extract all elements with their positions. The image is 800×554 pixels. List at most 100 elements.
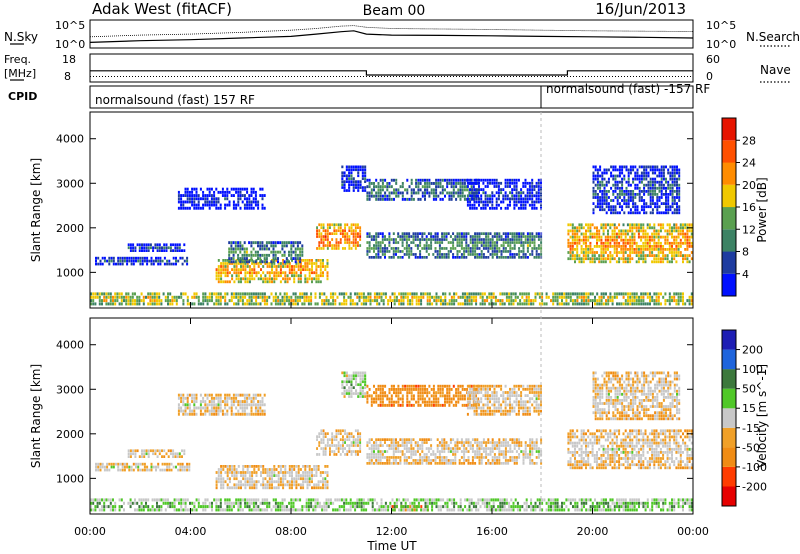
heatmap-cell bbox=[412, 191, 415, 195]
heatmap-cell bbox=[283, 250, 286, 254]
heatmap-cell bbox=[157, 462, 160, 466]
heatmap-cell bbox=[361, 177, 364, 180]
heatmap-cell bbox=[376, 302, 379, 306]
heatmap-cell bbox=[335, 453, 338, 456]
heatmap-cell bbox=[618, 190, 621, 193]
heatmap-cell bbox=[408, 197, 411, 201]
heatmap-cell bbox=[475, 295, 478, 299]
heatmap-cell bbox=[357, 186, 360, 189]
heatmap-cell bbox=[362, 299, 365, 303]
heatmap-cell bbox=[119, 468, 122, 472]
heatmap-cell bbox=[624, 232, 627, 236]
heatmap-cell bbox=[377, 447, 380, 450]
heatmap-cell bbox=[622, 260, 625, 264]
heatmap-cell bbox=[659, 257, 662, 261]
heatmap-cell bbox=[651, 226, 654, 230]
heatmap-cell bbox=[688, 295, 691, 299]
heatmap-cell bbox=[541, 299, 544, 303]
heatmap-cell bbox=[208, 400, 211, 403]
heatmap-cell bbox=[208, 403, 211, 407]
heatmap-cell bbox=[547, 295, 550, 299]
heatmap-cell bbox=[390, 185, 393, 189]
heatmap-cell bbox=[457, 188, 460, 192]
heatmap-cell bbox=[379, 178, 382, 182]
heatmap-cell bbox=[580, 302, 583, 306]
heatmap-cell bbox=[90, 299, 92, 303]
heatmap-cell bbox=[485, 244, 488, 247]
heatmap-cell bbox=[500, 238, 503, 241]
heatmap-cell bbox=[226, 409, 229, 413]
heatmap-cell bbox=[378, 302, 381, 306]
heatmap-cell bbox=[487, 247, 490, 250]
heatmap-cell bbox=[482, 244, 485, 247]
heatmap-cell bbox=[326, 483, 329, 487]
heatmap-cell bbox=[605, 292, 607, 296]
heatmap-cell bbox=[478, 178, 480, 182]
heatmap-cell bbox=[456, 438, 459, 441]
heatmap-cell bbox=[253, 483, 256, 487]
heatmap-cell bbox=[567, 302, 570, 306]
heatmap-cell bbox=[459, 191, 462, 195]
heatmap-cell bbox=[241, 253, 244, 257]
heatmap-cell bbox=[319, 474, 322, 477]
heatmap-cell bbox=[340, 292, 343, 296]
heatmap-cell bbox=[344, 429, 346, 433]
heatmap-cell bbox=[175, 465, 177, 469]
heatmap-cell bbox=[656, 193, 659, 196]
heatmap-cell bbox=[604, 241, 607, 245]
heatmap-cell bbox=[215, 403, 218, 407]
heatmap-cell bbox=[333, 223, 336, 227]
heatmap-cell bbox=[493, 244, 496, 247]
heatmap-cell bbox=[495, 200, 498, 204]
heatmap-cell bbox=[335, 435, 338, 438]
heatmap-cell bbox=[520, 244, 523, 247]
heatmap-cell bbox=[233, 477, 236, 481]
heatmap-cell bbox=[235, 393, 238, 397]
heatmap-cell bbox=[361, 189, 364, 192]
heatmap-cell bbox=[219, 396, 222, 400]
heatmap-cell bbox=[427, 438, 430, 441]
heatmap-cell bbox=[436, 250, 439, 253]
heatmap-cell bbox=[463, 459, 466, 462]
heatmap-cell bbox=[520, 235, 523, 238]
heatmap-cell bbox=[211, 295, 213, 299]
heatmap-cell bbox=[208, 190, 211, 194]
heatmap-cell bbox=[288, 262, 291, 265]
heatmap-cell bbox=[368, 250, 371, 253]
heatmap-cell bbox=[507, 256, 510, 259]
heatmap-cell bbox=[322, 441, 325, 444]
heatmap-cell bbox=[585, 238, 587, 242]
heatmap-cell bbox=[497, 181, 500, 185]
heatmap-cell bbox=[384, 194, 387, 198]
heatmap-cell bbox=[657, 251, 660, 254]
heatmap-cell bbox=[231, 465, 234, 468]
heatmap-cell bbox=[469, 447, 472, 450]
heatmap-cell bbox=[441, 235, 444, 238]
heatmap-cell bbox=[412, 197, 415, 201]
heatmap-cell bbox=[567, 245, 570, 248]
heatmap-cell bbox=[388, 197, 391, 201]
heatmap-cell bbox=[377, 253, 380, 256]
heatmap-cell bbox=[647, 193, 650, 196]
heatmap-cell bbox=[390, 438, 393, 441]
heatmap-cell bbox=[624, 299, 627, 303]
heatmap-cell bbox=[117, 262, 120, 266]
heatmap-cell bbox=[388, 185, 391, 189]
heatmap-cell bbox=[373, 295, 376, 299]
heatmap-cell bbox=[653, 302, 656, 306]
heatmap-cell bbox=[642, 248, 645, 251]
heatmap-cell bbox=[585, 248, 587, 251]
heatmap-cell bbox=[252, 302, 255, 306]
heatmap-cell bbox=[337, 450, 340, 453]
heatmap-cell bbox=[191, 400, 194, 403]
heatmap-cell bbox=[631, 235, 634, 239]
heatmap-cell bbox=[262, 265, 265, 268]
heatmap-cell bbox=[686, 235, 689, 239]
heatmap-cell bbox=[153, 292, 156, 296]
heatmap-cell bbox=[671, 257, 673, 261]
heatmap-cell bbox=[580, 299, 583, 303]
heatmap-cell bbox=[359, 447, 362, 450]
heatmap-cell bbox=[228, 477, 231, 481]
heatmap-cell bbox=[288, 265, 291, 268]
heatmap-cell bbox=[450, 295, 453, 299]
